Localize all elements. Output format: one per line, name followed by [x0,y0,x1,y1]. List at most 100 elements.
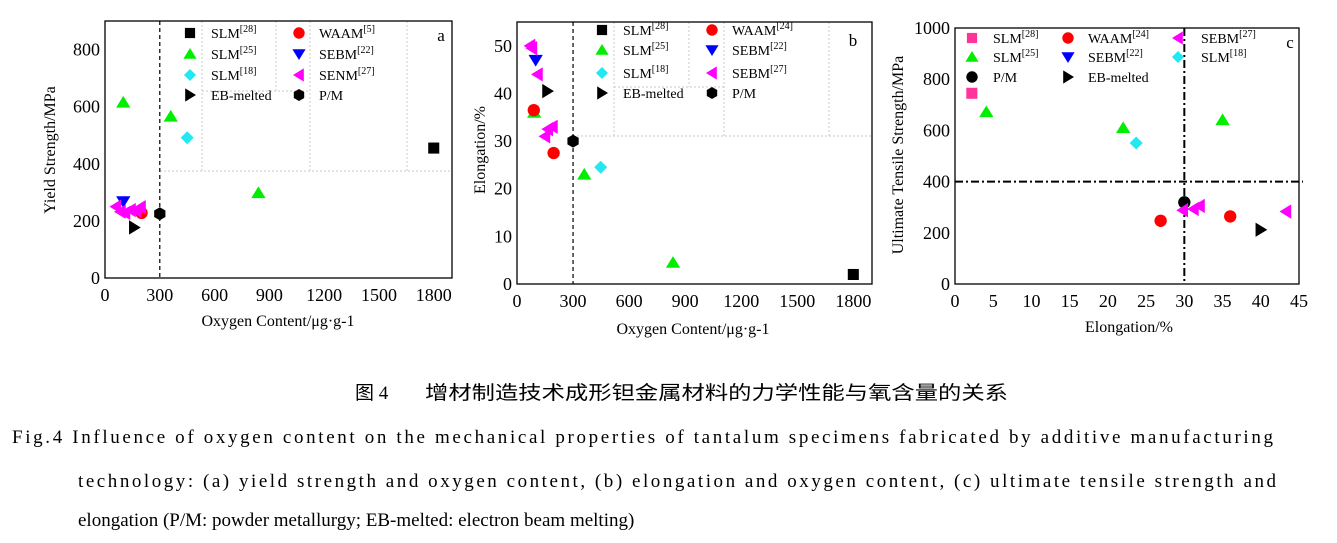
legend-ref: [27] [770,64,787,75]
data-point [251,186,266,199]
legend-label: EB-melted [211,89,272,104]
legend-item: SLM[25] [965,48,1038,66]
plot-frame [954,27,1300,285]
legend-item: SLM[18] [184,66,256,84]
legend-item: WAAM[5] [293,24,375,42]
x-tick-label: 1200 [723,291,759,311]
legend-label: SEBM[22] [732,41,787,59]
chart-c: 0 5 10 15 20 25 30 35 40 45 0 200 400 600 800 1000 Elong… [890,18,1308,336]
series-waam-24 [527,103,560,160]
legend-label: SLM[25] [993,48,1038,66]
legend-item: SENM[27] [293,66,375,84]
legend-marker [965,51,979,62]
panel-label: b [849,31,858,50]
legend-item: P/M [293,89,344,104]
series-slm-18 [594,160,608,174]
legend-name: SLM [623,24,652,39]
x-axis-title: Elongation/% [1085,319,1173,336]
legend-marker [293,89,305,101]
legend-label: EB-melted [1088,71,1149,86]
x-tick-label: 30 [1175,291,1193,311]
legend-item: SLM[25] [595,41,668,59]
legend-name: SEBM [732,67,771,82]
x-tick-label: 900 [672,291,699,311]
data-point [154,207,166,221]
legend-item: SLM[18] [1172,48,1246,66]
legend-ref: [25] [240,45,257,56]
legend-ref: [24] [776,21,793,32]
legend-marker [293,68,304,82]
y-axis-title: Yield Strength/MPa [42,86,59,214]
legend-marker [705,45,719,56]
legend-name: SENM [319,69,358,84]
legend-marker [596,24,608,36]
data-point [1154,214,1167,227]
data-point [525,41,538,56]
legend-item: WAAM[24] [1062,29,1149,47]
legend-name: P/M [319,89,344,104]
chart-b: 0 300 600 900 1200 1500 1800 0 10 20 30 40 50 Oxygen … [472,21,873,338]
legend-ref: [18] [652,64,669,75]
y-tick-label: 20 [494,179,512,199]
series-p-m [567,134,579,148]
series-slm-25 [116,95,266,199]
series-slm-25 [979,105,1230,134]
legend-label: SLM[18] [1201,48,1246,66]
data-point [847,268,859,280]
x-tick-label: 1500 [779,291,815,311]
x-tick-label: 300 [560,291,587,311]
data-point [1176,203,1189,218]
legend-marker [966,71,978,83]
y-tick-label: 0 [941,274,950,294]
legend-item: EB-melted [597,86,684,102]
x-tick-label: 1500 [361,285,397,305]
legend-name: SEBM [1088,51,1127,66]
legend-ref: [18] [1230,48,1247,59]
legend-label: SLM[25] [211,45,256,63]
y-axis-title: Elongation/% [472,106,489,194]
legend-item: SLM[18] [596,64,668,82]
y-tick-label: 800 [923,69,950,89]
legend-label: EB-melted [623,87,684,102]
legend-name: SLM [623,67,652,82]
data-point [542,83,554,99]
legend-name: EB-melted [211,89,272,104]
series-slm-28 [966,87,978,99]
legend-marker [1063,70,1074,84]
data-point [531,67,543,82]
legend-item: WAAM[24] [706,21,793,39]
caption-cn-title: 增材制造技术成形钽金属材料的力学性能与氧含量的关系 [425,382,1008,404]
legend-item: SLM[28] [596,21,668,39]
legend-marker [1061,52,1075,63]
series-eb-melted [542,83,554,99]
legend-marker [706,66,717,80]
legend-label: SLM[25] [623,41,668,59]
legend-item: SLM[28] [966,29,1038,47]
data-point [577,167,592,180]
y-tick-label: 0 [91,268,100,288]
legend-name: SLM [211,69,240,84]
legend-label: SLM[28] [211,24,256,42]
legend-item: P/M [706,87,757,102]
legend-ref: [18] [240,66,257,77]
y-tick-label: 40 [494,83,512,103]
x-tick-label: 1800 [416,285,452,305]
legend-label: P/M [732,87,757,102]
legend-ref: [22] [770,41,787,52]
x-tick-label: 5 [989,291,998,311]
legend-marker [596,67,608,79]
caption-en-line3: elongation (P/M: powder metallurgy; EB-m… [78,510,634,531]
y-tick-label: 0 [503,274,512,294]
legend-ref: [25] [1022,48,1039,59]
data-point [594,160,608,174]
legend-name: SEBM [732,44,771,59]
data-point [528,54,543,67]
x-tick-label: 15 [1061,291,1079,311]
data-point [966,87,978,99]
data-point [428,142,440,154]
data-point [116,95,131,108]
legend-name: WAAM [319,27,364,42]
y-tick-label: 1000 [914,18,950,38]
series-eb-melted [129,220,141,235]
